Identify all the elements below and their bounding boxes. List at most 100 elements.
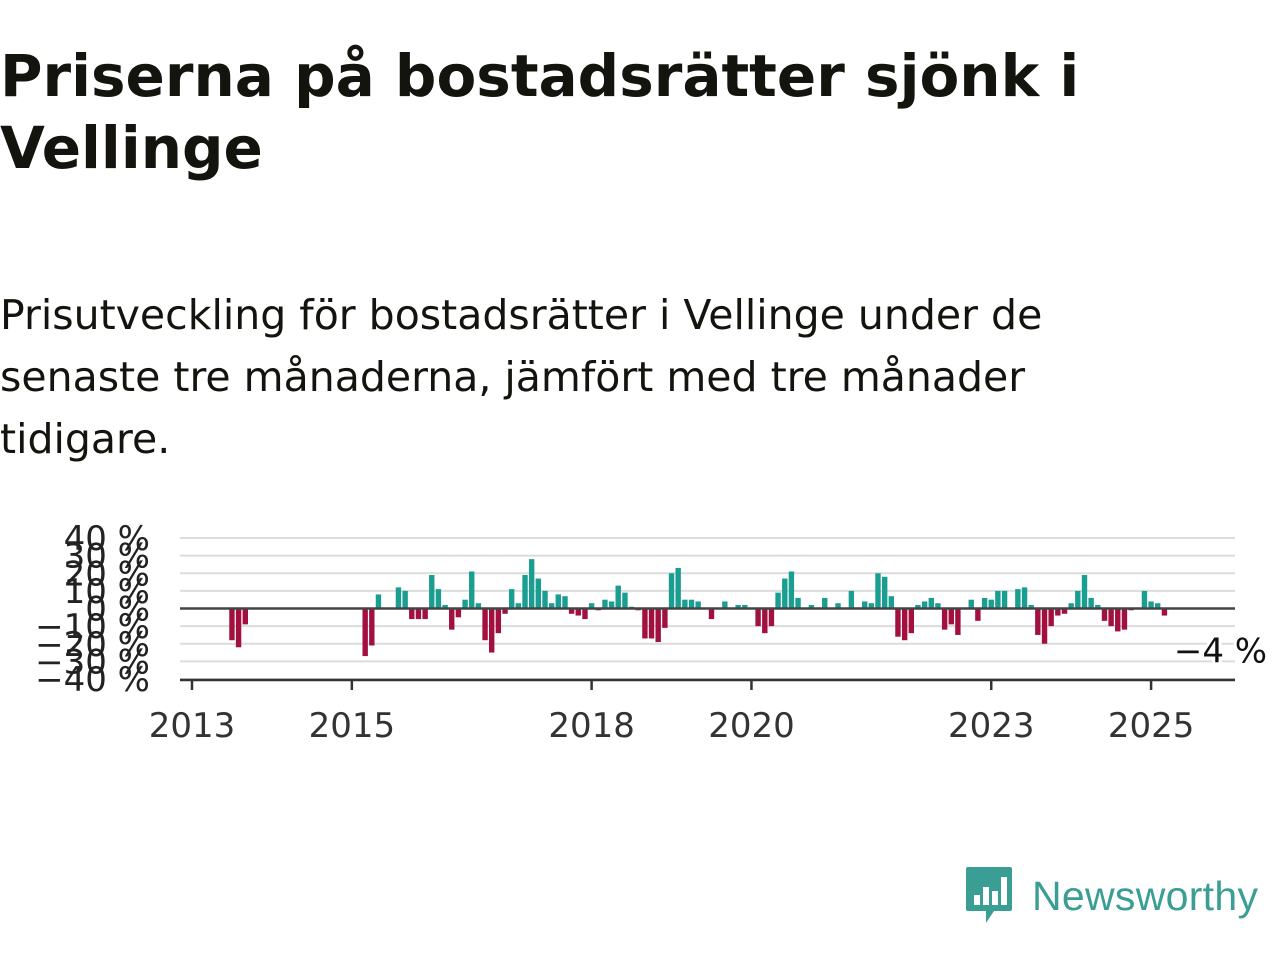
bar: [582, 608, 588, 620]
bar: [409, 608, 415, 620]
y-tick-label: −10 %: [35, 607, 150, 647]
bar: [522, 575, 528, 609]
bar: [775, 592, 781, 609]
newsworthy-logo: Newsworthy: [964, 864, 1258, 928]
latest-value-annotation: −4 %: [1174, 632, 1267, 672]
bar: [921, 601, 928, 609]
bar: [1148, 601, 1154, 609]
bar: [768, 608, 775, 627]
bar: [562, 596, 568, 609]
bar: [475, 603, 482, 609]
bar: [462, 599, 468, 609]
bar: [1041, 608, 1048, 644]
bar: [542, 590, 548, 609]
bar: [655, 608, 661, 642]
bar: [948, 608, 954, 625]
bar: [1061, 608, 1068, 614]
chart-subtitle: Prisutveckling för bostadsrätter i Velli…: [0, 291, 1043, 463]
bar: [755, 608, 761, 627]
bar: [675, 567, 681, 609]
bar: [489, 608, 495, 653]
bar: [862, 601, 868, 609]
bar: [1015, 589, 1021, 609]
bar: [1081, 575, 1088, 609]
bar: [1075, 590, 1081, 609]
x-tick-label: 2023: [948, 706, 1035, 740]
bar: [935, 603, 941, 609]
bar: [1021, 587, 1028, 609]
bar: [695, 601, 701, 609]
bar: [915, 604, 921, 609]
x-tick-label: 2018: [548, 706, 635, 740]
bar: [588, 603, 595, 609]
bar: [535, 578, 541, 609]
bar: [415, 608, 422, 620]
bar: [515, 603, 522, 609]
bar: [888, 596, 895, 609]
bar: [548, 603, 555, 609]
bar: [1121, 608, 1128, 630]
bar: [608, 601, 615, 609]
bar: [895, 608, 901, 637]
axes: [180, 607, 1235, 690]
bar: [988, 599, 994, 609]
bar: [995, 590, 1001, 609]
bar: [722, 601, 728, 609]
x-tick-label: 2025: [1108, 706, 1195, 740]
logo-text: Newsworthy: [1032, 872, 1259, 919]
bar: [1088, 597, 1094, 609]
bar: [688, 599, 695, 609]
bar: [555, 594, 561, 609]
bar: [648, 608, 655, 639]
bar: [901, 608, 908, 641]
bar: [975, 608, 981, 621]
bar: [375, 594, 382, 609]
bar: [668, 573, 675, 609]
bar: [1035, 608, 1041, 635]
bar: [442, 604, 448, 609]
bar: [495, 608, 502, 634]
bar: [835, 603, 841, 609]
x-tick-label: 2020: [708, 706, 795, 740]
bar: [242, 608, 248, 625]
bar: [482, 608, 488, 641]
bar: [455, 608, 462, 618]
bar: [469, 571, 475, 609]
bar: [435, 589, 442, 609]
bar: [1055, 608, 1061, 616]
y-tick-label: 20 %: [64, 554, 150, 594]
bar: [615, 585, 621, 609]
bar: [808, 604, 815, 609]
x-tick-label: 2015: [309, 706, 396, 740]
y-tick-label: 10 %: [64, 572, 150, 612]
bar: [568, 608, 575, 614]
bar: [908, 608, 915, 634]
bar: [881, 576, 888, 609]
bar: [1101, 608, 1108, 621]
bar: [662, 608, 668, 628]
chart-title: Priserna på bostadsrätter sjönk i Vellin…: [0, 42, 1080, 182]
y-tick-label: 40 %: [64, 519, 150, 559]
bar: [848, 590, 855, 609]
bar: [1161, 608, 1168, 616]
bar: [369, 608, 375, 646]
bar: [642, 608, 648, 639]
bar: [1028, 604, 1034, 609]
bar: [1115, 608, 1121, 632]
bar: [1141, 590, 1148, 609]
bar: [402, 590, 408, 609]
bar: [508, 589, 515, 609]
bar: [429, 575, 435, 609]
bar: [1155, 603, 1161, 609]
bar: [968, 599, 974, 609]
bar: [941, 608, 948, 630]
bar: [575, 608, 581, 616]
bar: [1095, 604, 1101, 609]
y-tick-label: 30 %: [64, 537, 150, 577]
y-tick-label: −20 %: [35, 625, 150, 665]
bar: [502, 608, 508, 614]
y-tick-label: 0 %: [85, 590, 150, 630]
bar: [822, 597, 828, 609]
bar: [875, 573, 881, 609]
y-tick-label: −30 %: [35, 642, 150, 682]
